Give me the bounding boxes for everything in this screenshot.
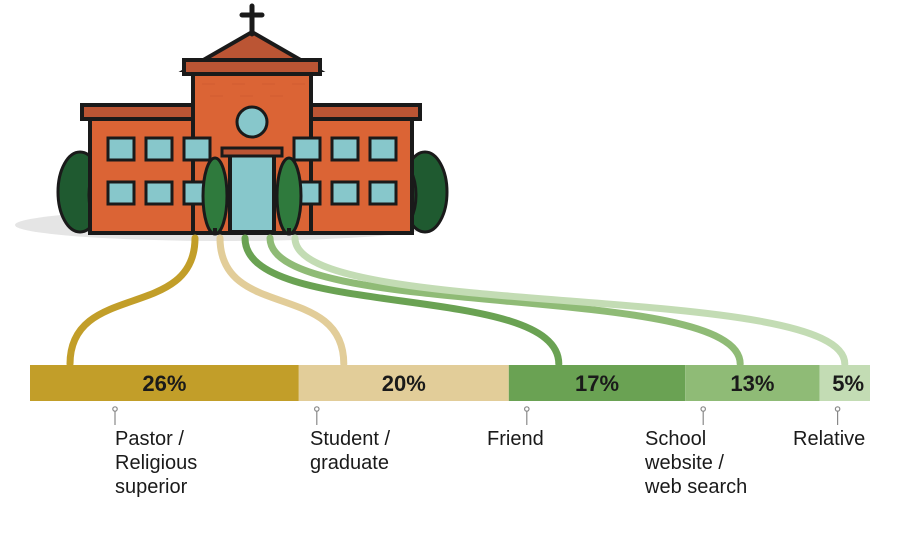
window	[370, 138, 396, 160]
infographic: 26% 20% 17% 13% 5% Pastor /Religioussuperior S…	[0, 0, 904, 542]
rose-window	[237, 107, 267, 137]
window	[332, 182, 358, 204]
window	[294, 138, 320, 160]
segment-label: Student /	[310, 428, 391, 450]
segment-label: Friend	[487, 428, 544, 450]
segment-label: web search	[644, 476, 747, 498]
segment-label: Relative	[793, 428, 865, 450]
segment-label: Pastor /	[115, 428, 184, 450]
window	[370, 182, 396, 204]
window	[332, 138, 358, 160]
window	[146, 182, 172, 204]
segment-value: 5%	[832, 371, 864, 396]
segment-label: superior	[115, 476, 188, 498]
window	[184, 138, 210, 160]
segment-label: graduate	[310, 452, 389, 474]
window	[108, 182, 134, 204]
segment-value: 13%	[730, 371, 774, 396]
window	[108, 138, 134, 160]
window	[146, 138, 172, 160]
door	[230, 154, 274, 232]
segment-value: 20%	[382, 371, 426, 396]
flow-line	[70, 238, 195, 364]
segment-label: Religious	[115, 452, 197, 474]
segment-label: website /	[644, 452, 724, 474]
segment-value: 17%	[575, 371, 619, 396]
segment-label: School	[645, 428, 706, 450]
segment-value: 26%	[142, 371, 186, 396]
cross-icon	[242, 6, 262, 34]
